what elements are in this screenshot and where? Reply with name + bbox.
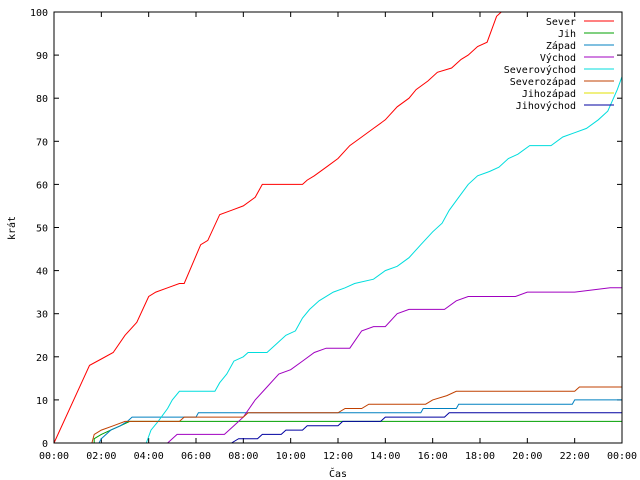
x-tick-label: 14:00	[370, 451, 400, 462]
legend-label: Západ	[546, 40, 576, 52]
x-tick-label: 12:00	[323, 451, 353, 462]
series-line-východ	[167, 287, 622, 444]
x-tick-label: 22:00	[560, 451, 590, 462]
series-line-severozápad	[91, 386, 622, 444]
y-tick-label: 90	[36, 51, 48, 62]
y-tick-label: 70	[36, 137, 48, 148]
series-line-západ	[98, 399, 622, 444]
y-axis-title: krát	[6, 216, 18, 240]
legend-label: Severovýchod	[504, 64, 576, 76]
x-tick-label: 08:00	[228, 451, 258, 462]
x-tick-label: 04:00	[134, 451, 164, 462]
ticks-layer: 0 10 20 30 40 50 60 70 80 90 100 00:00 02:00 04:00 06:…	[30, 8, 637, 462]
plot-frame	[53, 11, 623, 444]
x-tick-label: 10:00	[276, 451, 306, 462]
y-tick-label: 50	[36, 224, 48, 235]
x-tick-label: 00:00	[39, 451, 69, 462]
y-tick-label: 60	[36, 180, 48, 191]
legend-label: Severozápad	[510, 76, 576, 88]
series-line-jihovýchod	[231, 412, 622, 444]
x-tick-label: 16:00	[418, 451, 448, 462]
y-tick-label: 100	[30, 8, 48, 19]
legend-label: Jihozápad	[522, 88, 576, 100]
y-tick-label: 80	[36, 94, 48, 105]
series-layer	[53, 11, 623, 444]
x-tick-label: 02:00	[86, 451, 116, 462]
x-axis-title: Čas	[329, 467, 347, 480]
series-line-sever	[53, 11, 502, 444]
y-tick-label: 0	[42, 439, 48, 450]
y-tick-label: 30	[36, 310, 48, 321]
y-tick-label: 10	[36, 396, 48, 407]
legend-label: Jih	[558, 29, 576, 40]
series-line-jih	[93, 420, 622, 443]
y-tick-label: 40	[36, 267, 48, 278]
x-tick-label: 06:00	[181, 451, 211, 462]
x-tick-label: 00:00	[607, 451, 637, 462]
legend-label: Sever	[546, 17, 576, 28]
legend-label: Východ	[540, 52, 576, 64]
x-tick-label: 20:00	[512, 451, 542, 462]
y-tick-label: 20	[36, 353, 48, 364]
legend-label: Jihovýchod	[516, 100, 576, 112]
legend: SeverJihZápadVýchodSeverovýchodSeverozáp…	[504, 17, 614, 112]
x-tick-label: 18:00	[465, 451, 495, 462]
series-line-severovýchod	[145, 76, 623, 444]
